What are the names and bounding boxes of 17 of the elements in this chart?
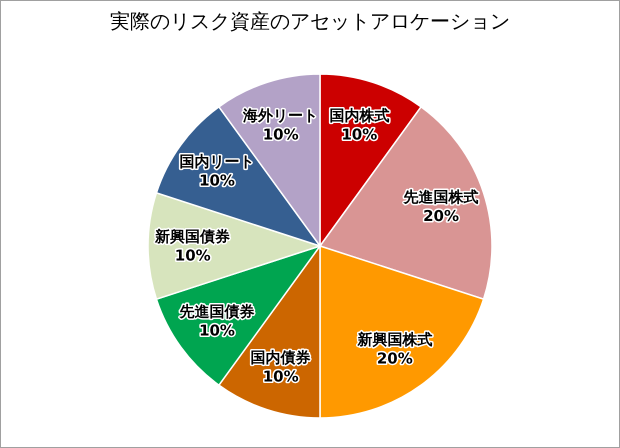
data-label: 20%	[423, 207, 460, 226]
data-label: 10%	[174, 246, 211, 264]
chart-title: 実際のリスク資産のアセットアロケーション	[109, 8, 511, 35]
data-label: 10%	[341, 125, 378, 144]
data-label: 10%	[199, 172, 235, 190]
data-label: 10%	[262, 368, 299, 386]
data-label: 20%	[376, 349, 413, 368]
slice-label: 新興国債券	[154, 228, 230, 246]
slice-label: 国内株式	[329, 106, 390, 124]
slice-label: 国内リート	[180, 152, 255, 171]
slice-label: 新興国株式	[356, 330, 432, 348]
slice-label: 国内債券	[250, 348, 311, 367]
slice-label: 先進国株式	[402, 188, 479, 206]
slice-label: 先進国債券	[178, 302, 255, 320]
data-label: 10%	[199, 321, 235, 340]
slice-label: 海外リート	[242, 106, 318, 124]
data-label: 10%	[262, 125, 299, 144]
